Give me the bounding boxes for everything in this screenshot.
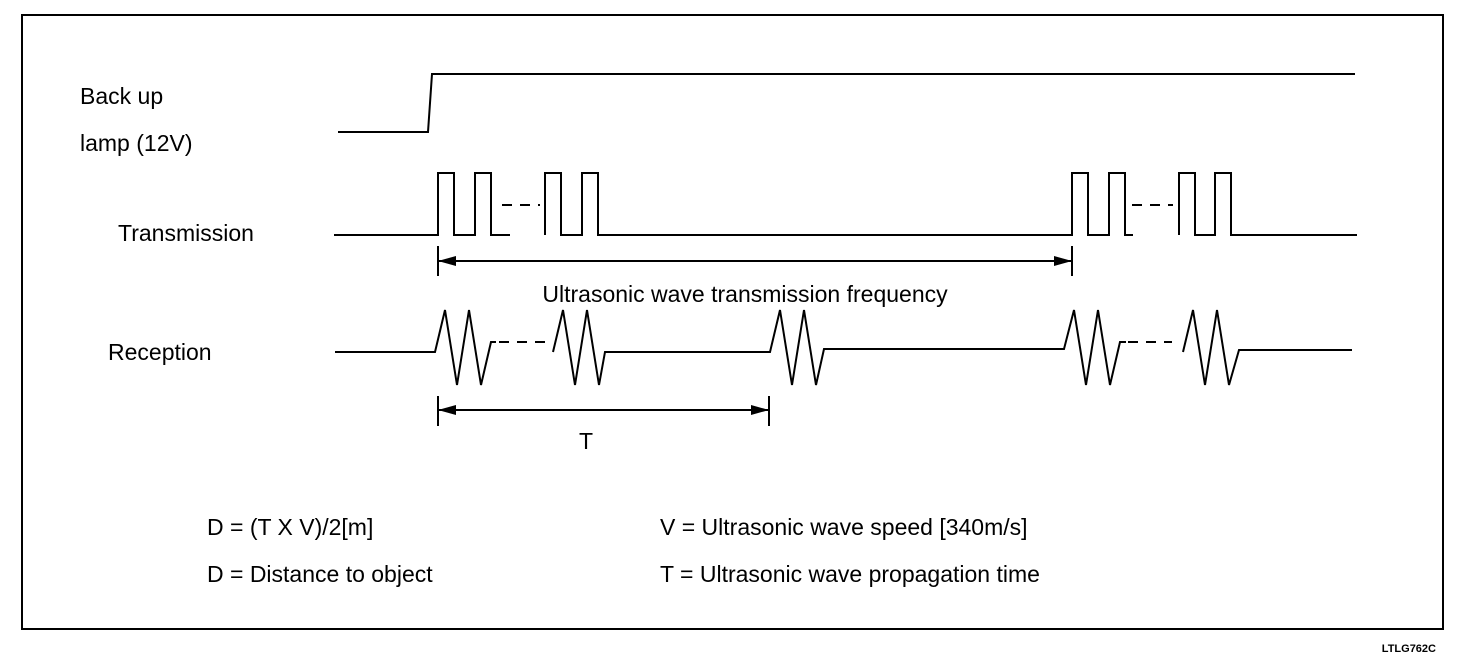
figure-code: LTLG762C — [1382, 643, 1436, 655]
distance-formula: D = (T X V)/2[m] — [207, 514, 373, 540]
transmission-waveform — [334, 172, 1357, 236]
t-label: T — [579, 428, 593, 454]
transmission-label: Transmission — [118, 220, 254, 246]
backup-lamp-label-line2: lamp (12V) — [80, 130, 192, 156]
distance-definition: D = Distance to object — [207, 561, 433, 587]
time-definition: T = Ultrasonic wave propagation time — [660, 561, 1040, 587]
backup-lamp-waveform — [338, 73, 1355, 133]
reception-label: Reception — [108, 339, 212, 365]
backup-lamp-label-line1: Back up — [80, 83, 163, 109]
frequency-label: Ultrasonic wave transmission frequency — [542, 281, 948, 307]
reception-waveform — [335, 309, 1352, 386]
speed-definition: V = Ultrasonic wave speed [340m/s] — [660, 514, 1028, 540]
diagram-frame — [21, 14, 1444, 630]
